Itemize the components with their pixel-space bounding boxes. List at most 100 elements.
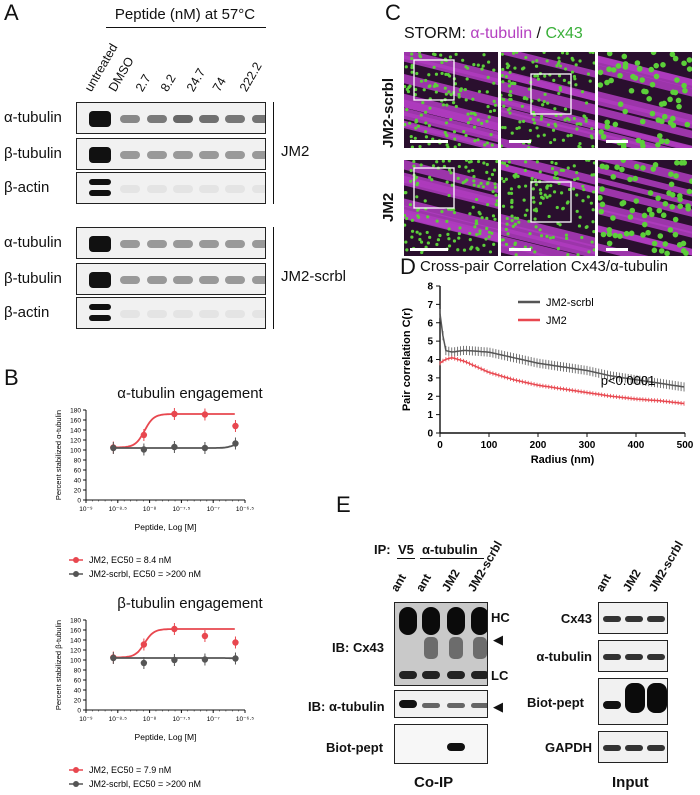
cx43-spot [660,212,667,219]
cx43-spot [572,116,576,121]
cx43-spot [513,222,517,226]
cx43-spot [510,205,514,209]
y-tick-label: 40 [74,688,82,695]
cx43-spot [473,225,477,229]
x-tick-label: 100 [481,440,498,451]
blot-band [199,310,219,318]
cx43-spot [502,104,506,108]
cx43-spot [533,250,537,254]
panel-b-letter: B [4,365,19,390]
cx43-spot [485,182,490,186]
cx43-spot [540,114,544,118]
cx43-smear [449,637,463,659]
blot-band [225,185,245,193]
data-point [171,656,178,664]
data-point [201,444,209,452]
data-point [110,444,117,452]
cx43-spot [580,90,585,94]
cx43-spot [536,134,540,138]
cx43-spot [508,93,512,97]
x-tick-label: 0 [437,440,443,451]
x-axis-label: Peptide, Log [M] [135,522,197,532]
cx43-spot [474,197,479,202]
cx43-spot [623,230,630,237]
data-point [140,659,148,667]
biot-pept-label: Biot-pept [326,740,384,755]
chart-alpha-tubulin: 0 20 40 60 80 100 120 140 160 180 10⁻⁹ 10⁻⁸·⁵ 10⁻⁸ 10… [54,408,254,580]
cx43-spot [646,96,652,102]
cx43-spot [672,55,679,62]
lc-band [471,671,487,679]
cx43-spot [511,81,515,85]
cx43-spot [443,130,447,135]
cx43-spot [475,233,479,237]
cx43-spot [510,214,514,218]
blot-band [89,179,111,185]
cx43-spot [428,106,432,110]
cx43-spot [506,108,510,112]
arrow-cx43: ◀ [493,632,503,647]
storm-render [404,160,498,255]
cx43-spot [640,143,646,148]
cx43-spot [415,230,419,234]
data-point [201,632,209,640]
cx43-spot [482,243,486,247]
cx43-spot [439,53,443,57]
data-point [110,654,117,662]
cx43-spot [539,117,543,121]
correlation-line [439,357,685,405]
cx43-spot [516,174,520,178]
lc-label: LC [491,668,509,683]
cx43-spot [417,52,422,54]
y-tick-label: 120 [70,438,81,445]
cx43-spot [409,168,413,173]
cx43-spot [527,87,531,91]
cx43-spot [550,160,554,164]
p-value: p<0.0001 [601,373,656,388]
cx43-spot [414,87,418,92]
cx43-spot [673,173,679,179]
cx43-spot [612,232,619,239]
cx43-spot [551,235,555,240]
cx43-spot [577,122,582,126]
cx43-spot [545,59,549,63]
input-blot [598,678,668,725]
cx43-spot [545,234,549,238]
cx43-spot [492,99,496,103]
y-tick-label: 4 [427,355,433,366]
cx43-spot [562,78,566,83]
cx43-spot [427,73,431,77]
cx43-spot [492,242,496,246]
cx43-spot [553,170,558,175]
legend-label: JM2 [546,315,567,327]
cx43-spot [442,164,447,169]
cx43-spot [478,229,482,233]
cx43-spot [619,166,625,173]
legend-label: JM2, EC50 = 7.9 nM [89,765,171,775]
cx43-spot [466,112,470,116]
cx43-spot [508,111,512,115]
cx43-spot [479,181,483,185]
biot-band [603,701,621,709]
cx43-spot [466,66,470,70]
blot-band [173,185,193,193]
cx43-spot [478,232,482,236]
cx43-spot [424,135,429,139]
cx43-spot [599,163,606,170]
cx43-spot [662,200,669,207]
cx43-spot [641,88,647,95]
legend-label: JM2, EC50 = 8.4 nM [89,555,171,565]
y-tick-label: 60 [74,468,82,475]
y-tick-label: 6 [427,318,433,329]
data-point [140,431,148,439]
blot-band [225,240,245,248]
cx43-spot [419,113,423,117]
cx43-spot [490,143,494,147]
tubulin-filament [598,55,692,86]
cx43-spot [563,107,568,111]
cx43-spot [431,137,435,141]
cx43-spot [558,223,562,227]
cx43-spot [494,193,498,197]
cx43-spot [674,160,680,166]
cx43-spot [415,181,420,185]
